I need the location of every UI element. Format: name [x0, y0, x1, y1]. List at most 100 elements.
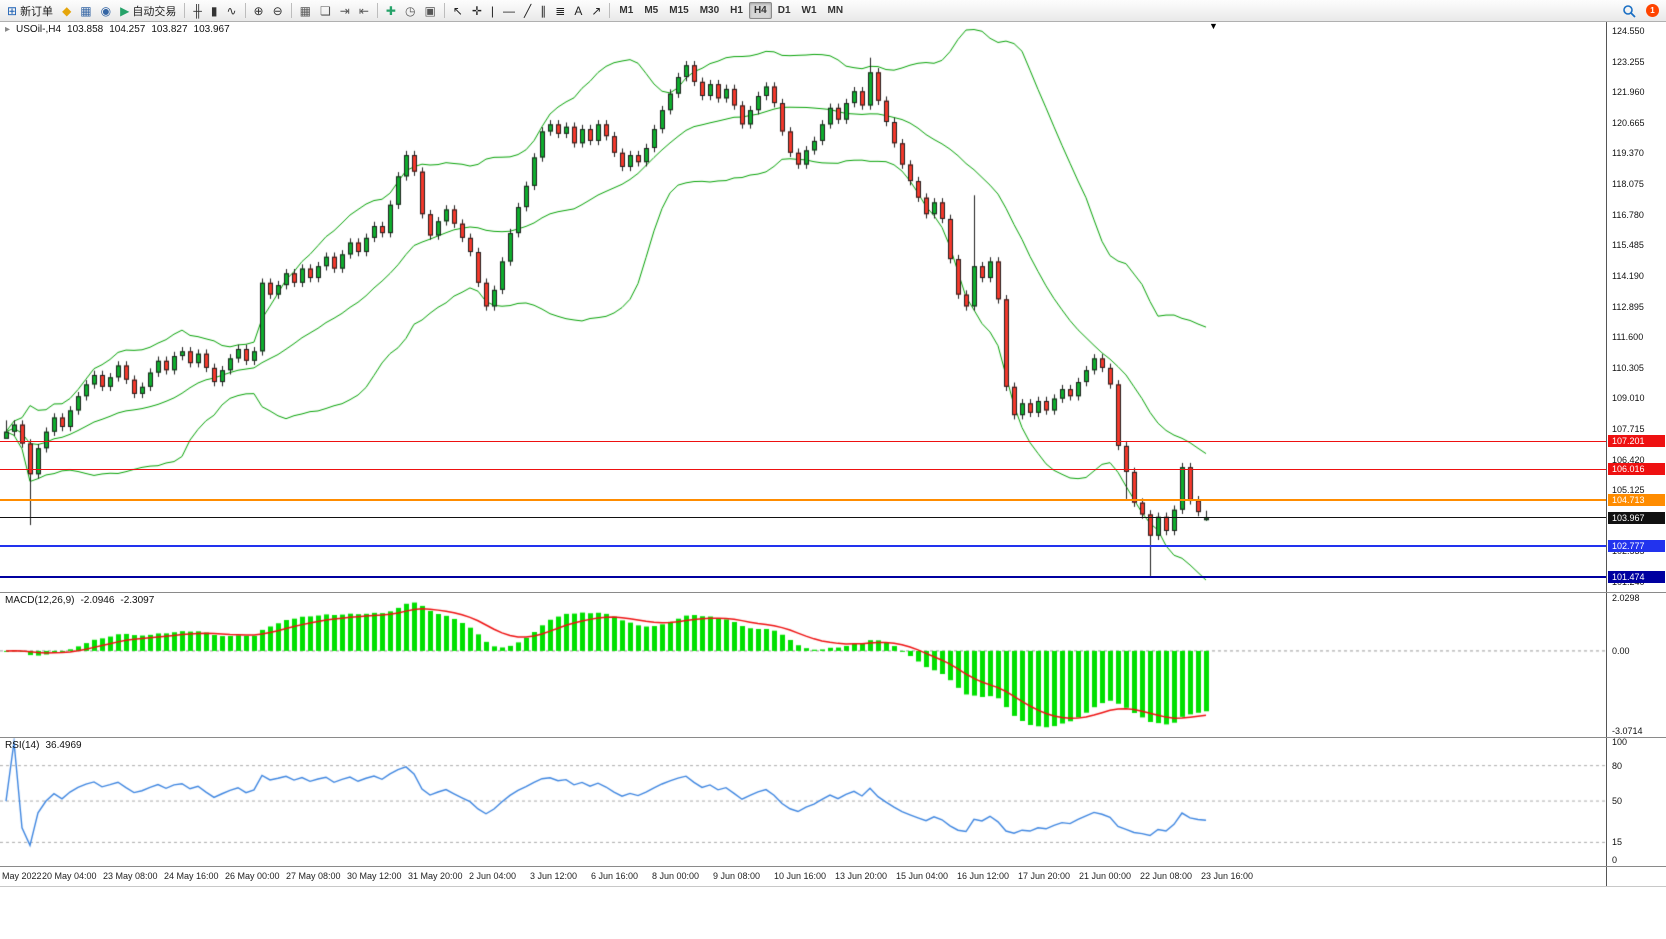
zoom-out-icon[interactable]: ⊖ [269, 2, 287, 20]
cascade-windows-icon[interactable]: ❏ [316, 2, 335, 20]
axis-label: 2.0298 [1612, 592, 1640, 603]
support-line-2[interactable] [0, 575, 1606, 578]
time-axis[interactable]: May 2022 20 May 04:00 23 May 08:00 24 May 1… [0, 867, 1666, 886]
auto-scroll-icon[interactable]: ⇥ [336, 2, 354, 20]
timeframe-h4-button[interactable]: H4 [748, 2, 772, 19]
resistance-line-2[interactable] [0, 468, 1606, 470]
current-price-line[interactable] [0, 517, 1606, 519]
notification-badge[interactable]: 1 [1646, 4, 1659, 17]
search-icon[interactable] [1618, 2, 1640, 20]
ohlc-low: 103.827 [151, 24, 188, 35]
macd-indicator-label: MACD(12,26,9) -2.0946 -2.3097 [5, 595, 154, 606]
candlestick-chart-canvas[interactable] [0, 22, 1606, 592]
indicators-icon[interactable]: ✚ [382, 2, 400, 20]
rsi-chart-canvas[interactable] [0, 738, 1606, 866]
timeframe-h1-button[interactable]: H1 [730, 5, 743, 16]
ohlc-high: 104.257 [109, 24, 146, 35]
axis-label: 118.075 [1612, 179, 1644, 190]
resistance-line-2-price-tag: 106.016 [1608, 463, 1665, 476]
periods-icon: ◷ [404, 3, 416, 18]
toolbar-separator [443, 3, 445, 18]
support-line-2-price-tag: 101.474 [1608, 570, 1665, 583]
axis-label: 121.960 [1612, 87, 1645, 98]
toolbar-separator [244, 3, 246, 18]
panel-separator[interactable] [0, 866, 1666, 867]
ohlc-open: 103.858 [67, 24, 104, 35]
pivot-line[interactable] [0, 498, 1606, 501]
chart-shift-marker[interactable]: ▼ [1209, 21, 1218, 31]
time-axis-label: 10 Jun 16:00 [774, 871, 827, 881]
chart-ohlc-label: ▸ USOil-,H4 103.858 104.257 103.827 103.… [5, 24, 230, 35]
time-axis-label: 6 Jun 16:00 [591, 871, 639, 881]
crosshair-icon[interactable]: ✛ [468, 2, 486, 20]
candlestick-icon[interactable]: ▮ [207, 2, 222, 20]
macd-chart-canvas[interactable] [0, 593, 1606, 737]
timeframe-w1-button[interactable]: W1 [801, 5, 817, 16]
axis-label: 0.00 [1612, 645, 1630, 656]
charts-icon[interactable]: ▦ [76, 2, 95, 20]
macd-signal-value: -2.3097 [120, 595, 155, 606]
time-axis-label: 2 Jun 04:00 [469, 871, 517, 881]
time-axis-label: 22 Jun 08:00 [1140, 871, 1193, 881]
time-axis-label: 15 Jun 04:00 [896, 871, 949, 881]
arrows-icon[interactable]: ↗ [587, 2, 605, 20]
support-line-1[interactable] [0, 544, 1606, 547]
chart-shift-icon[interactable]: ⇤ [355, 2, 373, 20]
time-axis-label: 9 Jun 08:00 [713, 871, 761, 881]
tile-windows-icon[interactable]: ▦ [296, 2, 315, 20]
pivot-line-price-tag: 104.713 [1608, 493, 1665, 506]
toolbar-separator [184, 3, 186, 18]
empty-area [0, 887, 1666, 939]
one-click-trading-toggle[interactable]: ▸ [5, 24, 11, 35]
time-axis-label: 21 Jun 00:00 [1079, 871, 1132, 881]
rsi-axis[interactable]: 100 80 50 15 0 [1606, 737, 1666, 866]
macd-axis[interactable]: 2.0298 0.00 -3.0714 [1606, 593, 1666, 737]
time-axis-label: 20 May 04:00 [42, 871, 97, 881]
timeframe-m5-button[interactable]: M5 [644, 5, 659, 16]
periods-icon[interactable]: ◷ [401, 2, 419, 20]
timeframe-m15-button[interactable]: M15 [669, 5, 689, 16]
bar-chart-icon[interactable]: ╫ [189, 2, 206, 20]
price-axis[interactable]: 124.550 123.255 121.960 120.665 119.370 118.0… [1606, 22, 1666, 592]
zoom-in-icon[interactable]: ⊕ [250, 2, 268, 20]
trendline-icon: ╱ [524, 3, 532, 18]
text-icon[interactable]: A [570, 2, 586, 20]
trendline-icon[interactable]: ╱ [520, 2, 535, 20]
axis-label: 100 [1612, 737, 1628, 748]
new-order-button[interactable]: ⊞ 新订单 [3, 2, 57, 20]
axis-label: 107.715 [1612, 423, 1645, 434]
timeframe-toolbar: M1 M5 M15 M30 H1 H4 D1 W1 MN [606, 2, 848, 19]
toolbar: ⊞ 新订单 ◆ ▦ ◉ ▶ 自动交易 ╫ ▮ ∿ ⊕ ⊖ ▦ ❏ ⇥ ⇤ ✚ ◷ ▣ ↖ ✛ | — ╱ ∥ ≣ A ↗ M1 M5 M1… [0, 0, 1666, 22]
panel-separator[interactable] [0, 592, 1666, 593]
channel-icon[interactable]: ∥ [536, 2, 550, 20]
bar-chart-icon: ╫ [193, 3, 202, 18]
horizontal-line-icon[interactable]: — [499, 2, 519, 20]
line-chart-icon[interactable]: ∿ [222, 2, 240, 20]
panel-separator[interactable] [0, 737, 1666, 738]
axis-label: 116.780 [1612, 209, 1644, 220]
timeframe-d1-button[interactable]: D1 [777, 5, 791, 16]
timeframe-m1-button[interactable]: M1 [619, 5, 634, 16]
auto-trading-button[interactable]: ▶ 自动交易 [116, 2, 180, 20]
vertical-line-icon: | [490, 3, 495, 18]
axis-label: 105.125 [1612, 485, 1645, 496]
rsi-panel: RSI(14) 36.4969 100 80 50 15 0 [0, 737, 1666, 866]
vertical-line-icon[interactable]: | [487, 2, 498, 20]
templates-icon[interactable]: ▣ [420, 2, 439, 20]
current-price-line-price-tag: 103.967 [1608, 511, 1665, 524]
metaeditor-icon[interactable]: ◆ [58, 2, 75, 20]
timeframe-m30-button[interactable]: M30 [699, 5, 720, 16]
time-axis-label: 13 Jun 20:00 [835, 871, 888, 881]
toolbar-separator [376, 3, 378, 18]
macd-main-value: -2.0946 [80, 595, 115, 606]
new-order-button-label: 新订单 [20, 5, 54, 18]
resistance-line-1[interactable] [0, 440, 1606, 442]
alerts-icon[interactable]: ◉ [97, 2, 115, 20]
panel-separator [0, 886, 1666, 887]
axis-label: 112.895 [1612, 301, 1644, 312]
axis-label: 111.600 [1612, 332, 1644, 343]
axis-label: 110.305 [1612, 362, 1644, 373]
fibonacci-icon[interactable]: ≣ [551, 2, 569, 20]
cursor-icon[interactable]: ↖ [449, 2, 467, 20]
timeframe-mn-button[interactable]: MN [827, 5, 844, 16]
